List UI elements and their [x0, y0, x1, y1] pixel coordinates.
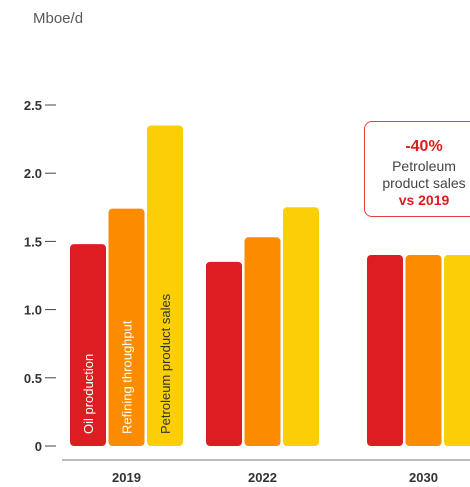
x-tick-label: 2022 [248, 470, 277, 485]
y-axis-unit-label: Mboe/d [33, 10, 84, 27]
x-tick-label: 2019 [112, 470, 141, 485]
y-tick-label: 1.0 [24, 303, 42, 318]
y-tick-label: 2.5 [24, 98, 42, 113]
bar-2019-2 [147, 125, 183, 447]
series-label-in-bar: Oil production [81, 354, 96, 434]
bar-2019-1 [108, 208, 145, 446]
y-tick-label: 0.5 [24, 371, 42, 386]
callout-comparison: vs 2019 [398, 192, 450, 208]
bar-2030-0 [367, 255, 403, 446]
x-tick-label: 2030 [409, 470, 438, 485]
callout-description: Petroleum product sales [382, 158, 466, 191]
y-tick-label: 1.5 [24, 234, 42, 249]
y-tick-label: 0 [35, 439, 42, 454]
bar-2030-1 [405, 255, 442, 446]
callout-box: -40% Petroleum product sales vs 2019 [364, 121, 470, 217]
bar-2030-2 [444, 255, 470, 446]
y-tick-label: 2.0 [24, 166, 42, 181]
bar-2022-0 [206, 261, 242, 446]
bar-2022-2 [283, 207, 319, 446]
callout-change: -40% [405, 138, 443, 155]
bar-2022-1 [244, 237, 281, 446]
series-label-in-bar: Refining throughput [120, 320, 135, 434]
bar-2019-0 [70, 244, 106, 446]
series-label-in-bar: Petroleum product sales [158, 293, 173, 434]
